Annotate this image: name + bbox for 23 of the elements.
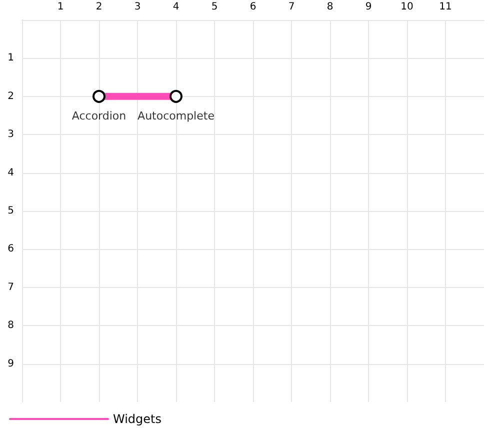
y-tick-label: 1: [8, 52, 14, 64]
annotation: Autocomplete: [138, 109, 215, 122]
y-tick-label: 7: [8, 282, 14, 293]
x-tick-label: 4: [172, 2, 180, 12]
y-tick-label: 5: [8, 206, 14, 216]
annotation: Accordion: [72, 109, 126, 122]
y-tick-label: 8: [8, 320, 14, 332]
y-tick-label: 9: [8, 358, 14, 370]
y-tick-label: 2: [8, 90, 14, 102]
x-tick-label: 2: [96, 2, 102, 12]
y-tick-label: 3: [8, 129, 14, 140]
x-tick-label: 3: [134, 2, 141, 12]
x-tick-label: 5: [211, 2, 218, 12]
x-tick-label: 6: [250, 2, 256, 12]
x-tick-label: 8: [326, 2, 334, 12]
x-tick-label: 11: [439, 2, 452, 12]
x-tick-label: 9: [365, 2, 372, 12]
text: Widgets: [113, 412, 162, 426]
y-tick-label: 6: [8, 244, 14, 255]
y-tick-label: 4: [8, 167, 14, 178]
x-tick-label: 7: [288, 2, 295, 12]
x-tick-label: 10: [400, 2, 414, 12]
x-tick-label: 1: [57, 2, 64, 12]
